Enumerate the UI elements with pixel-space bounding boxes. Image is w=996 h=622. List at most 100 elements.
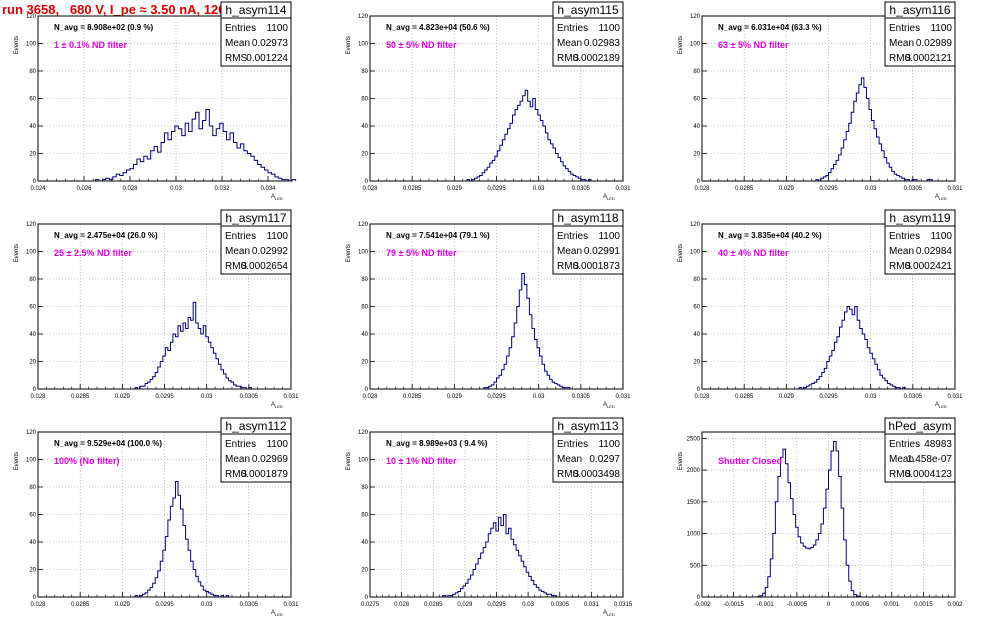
stats-box bbox=[884, 209, 956, 275]
x-tick-label: 0.031 bbox=[947, 394, 963, 400]
stat-value: 1100 bbox=[266, 231, 288, 242]
histogram-line bbox=[798, 306, 906, 390]
y-tick-label: 40 bbox=[693, 124, 700, 130]
y-tick-label: 0 bbox=[697, 387, 701, 393]
y-tick-label: 80 bbox=[29, 277, 36, 283]
x-tick-label: 0.031 bbox=[615, 186, 631, 192]
x-tick-label: 0.0285 bbox=[735, 394, 754, 400]
x-tick-label: 0.0005 bbox=[851, 602, 870, 608]
panel-h_asym115: 0.028 0.0285 0.029 0.0295 0.03 0.0305 0.031 0 20… bbox=[346, 1, 631, 201]
stat-label: Mean bbox=[557, 454, 582, 465]
navg-label: N_avg = 7.541e+04 (79.1 %) bbox=[386, 231, 490, 240]
stats-box bbox=[884, 417, 956, 483]
stat-value: 0.0002121 bbox=[905, 53, 953, 64]
x-tick-label: 0.03 bbox=[201, 394, 213, 400]
x-tick-label: 0.0285 bbox=[424, 602, 443, 608]
x-tick-label: 0.0305 bbox=[904, 186, 923, 192]
x-tick-label: 0.03 bbox=[201, 602, 213, 608]
y-tick-label: 100 bbox=[690, 250, 701, 256]
stat-value: 0.02991 bbox=[584, 246, 621, 257]
y-tick-label: 1500 bbox=[687, 500, 701, 506]
y-tick-label: 100 bbox=[358, 458, 369, 464]
y-tick-label: 60 bbox=[361, 97, 368, 103]
y-tick-label: 40 bbox=[361, 124, 368, 130]
y-tick-label: 60 bbox=[693, 97, 700, 103]
x-tick-label: 0.031 bbox=[283, 602, 299, 608]
stat-label: Entries bbox=[557, 23, 588, 34]
y-axis-label: Events bbox=[678, 36, 684, 54]
x-tick-label: 0.028 bbox=[362, 186, 378, 192]
stat-label: RMS bbox=[225, 53, 248, 64]
y-tick-label: 100 bbox=[690, 42, 701, 48]
stat-label: Mean bbox=[557, 38, 582, 49]
stat-value: 0.0002421 bbox=[905, 261, 953, 272]
y-tick-label: 0 bbox=[365, 595, 369, 601]
x-tick-label: 0.0285 bbox=[71, 602, 90, 608]
x-tick-label: 0.0275 bbox=[361, 602, 380, 608]
x-axis-label: ALED bbox=[271, 610, 283, 617]
y-axis-label: Events bbox=[14, 452, 20, 470]
x-tick-label: 0.0285 bbox=[403, 394, 422, 400]
navg-label: N_avg = 3.835e+04 (40.2 %) bbox=[718, 231, 822, 240]
stat-value: 0.02983 bbox=[584, 38, 621, 49]
x-tick-label: 0.0305 bbox=[904, 394, 923, 400]
y-tick-label: 40 bbox=[29, 124, 36, 130]
stat-label: RMS bbox=[225, 469, 248, 480]
navg-label: N_avg = 2.475e+04 (26.0 %) bbox=[54, 231, 158, 240]
stat-value: 0.0004123 bbox=[905, 469, 953, 480]
histogram-line bbox=[466, 89, 592, 182]
x-tick-label: 0.0285 bbox=[403, 186, 422, 192]
stats-box bbox=[884, 1, 956, 67]
x-tick-label: 0.03 bbox=[522, 602, 534, 608]
y-axis-label: Events bbox=[14, 244, 20, 262]
y-tick-label: 0 bbox=[365, 179, 369, 185]
filter-label: 79 ± 5% ND filter bbox=[386, 248, 457, 258]
x-tick-label: 0.028 bbox=[122, 186, 138, 192]
y-axis-label: Events bbox=[346, 244, 352, 262]
x-tick-label: 0.028 bbox=[394, 602, 410, 608]
y-axis-label: Events bbox=[678, 452, 684, 470]
x-axis-label: ALED bbox=[603, 402, 615, 409]
stat-value: 1100 bbox=[598, 439, 620, 450]
y-tick-label: 0 bbox=[33, 387, 37, 393]
y-tick-label: 40 bbox=[29, 332, 36, 338]
x-tick-label: 0.0295 bbox=[487, 602, 506, 608]
x-tick-label: 0.029 bbox=[447, 186, 463, 192]
x-tick-label: 0.026 bbox=[76, 186, 92, 192]
x-tick-label: 0 bbox=[827, 602, 831, 608]
y-tick-label: 100 bbox=[26, 42, 37, 48]
x-axis-label: ALED bbox=[935, 402, 947, 409]
x-tick-label: 0.03 bbox=[865, 186, 877, 192]
y-tick-label: 120 bbox=[690, 222, 701, 228]
x-tick-label: 0.002 bbox=[947, 602, 963, 608]
navg-label: N_avg = 4.823e+04 (50.6 %) bbox=[386, 23, 490, 32]
y-tick-label: 20 bbox=[693, 152, 700, 158]
y-tick-label: 0 bbox=[365, 387, 369, 393]
filter-label: 25 ± 2.5% ND filter bbox=[54, 248, 132, 258]
navg-label: N_avg = 6.031e+04 (63.3 %) bbox=[718, 23, 822, 32]
stat-value: 48983 bbox=[924, 439, 952, 450]
panel-h_asym114: 0.024 0.026 0.028 0.03 0.032 0.034 0 20 40 60 80 10… bbox=[14, 1, 297, 201]
stat-label: Mean bbox=[557, 246, 582, 257]
stats-box bbox=[552, 1, 624, 67]
stat-value: 0.0001873 bbox=[573, 261, 621, 272]
stat-label: Entries bbox=[557, 439, 588, 450]
y-tick-label: 120 bbox=[358, 222, 369, 228]
stats-box bbox=[220, 417, 292, 483]
y-tick-label: 100 bbox=[26, 250, 37, 256]
y-tick-label: 100 bbox=[358, 42, 369, 48]
stat-label: Entries bbox=[225, 439, 256, 450]
stat-label: Mean bbox=[225, 38, 250, 49]
navg-label: N_avg = 8.908e+02 (0.9 %) bbox=[54, 23, 154, 32]
stat-value: 0.0297 bbox=[589, 454, 620, 465]
x-tick-label: 0.03 bbox=[170, 186, 182, 192]
x-axis-label: ALED bbox=[603, 610, 615, 617]
y-tick-label: 20 bbox=[361, 152, 368, 158]
y-tick-label: 80 bbox=[693, 69, 700, 75]
y-tick-label: 20 bbox=[361, 568, 368, 574]
y-tick-label: 40 bbox=[29, 540, 36, 546]
y-axis-label: Events bbox=[346, 452, 352, 470]
histogram-line bbox=[483, 273, 571, 389]
stat-label: RMS bbox=[557, 261, 580, 272]
